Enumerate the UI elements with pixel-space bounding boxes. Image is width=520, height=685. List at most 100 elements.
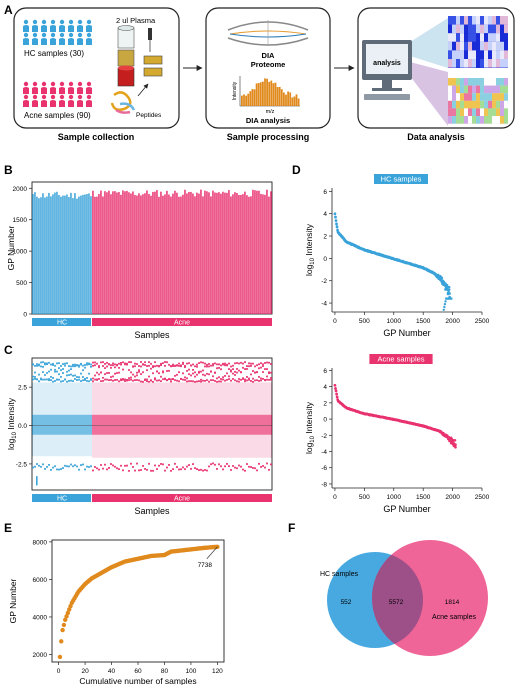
outlier [134,379,136,381]
heatmap-cell [452,100,456,109]
box [204,414,206,435]
outlier [134,365,136,368]
outlier [246,365,248,367]
box [88,414,90,435]
heatmap-cell [488,93,492,101]
person-icon [77,32,83,38]
heatmap-cell [480,85,484,94]
outlier [176,466,178,468]
outlier [204,365,206,368]
outlier [208,380,210,383]
outlier [66,362,68,365]
spectrum-bar [270,80,273,106]
heatmap-cell [480,116,484,124]
person-icon [68,100,74,107]
group-bar-acne [92,494,272,502]
outlier [138,370,140,373]
outlier [160,375,162,378]
outlier [250,365,252,367]
outlier [168,363,170,366]
person-icon [77,38,83,45]
outlier [72,374,74,377]
person-icon [41,81,47,87]
heatmap-cell [492,33,496,42]
outlier [170,378,172,381]
outlier [248,365,250,368]
bar [82,194,84,314]
outlier [220,380,222,383]
outlier [60,375,62,378]
heatmap-cell [464,33,468,42]
outlier [102,380,104,382]
outlier [212,364,214,367]
box [92,414,94,435]
outlier [36,463,38,465]
outlier [260,466,262,468]
heatmap-cell [496,33,500,42]
outlier [258,363,260,366]
title-badge [369,354,433,364]
heatmap-cell [488,16,492,25]
outlier [172,365,174,367]
box [216,414,218,435]
box [58,414,60,435]
box [232,414,234,435]
outlier [66,374,68,377]
outlier [58,378,60,381]
outlier [140,365,142,368]
heatmap-cell [460,78,464,86]
outlier [134,469,136,472]
box [192,414,194,435]
outlier [138,369,140,372]
outlier [118,371,120,374]
bar [66,194,68,314]
bar [146,190,148,314]
outlier [206,363,208,366]
bar [210,196,212,314]
heatmap-cell [496,93,500,101]
outlier [238,362,240,365]
bar [202,196,204,314]
outlier [208,373,210,376]
box [98,414,100,435]
outlier [62,372,64,374]
bar [248,196,250,314]
outlier [234,379,236,382]
outlier [156,364,158,367]
outlier [194,371,196,374]
heatmap-cell [448,41,452,51]
box [120,414,122,435]
box [184,414,186,435]
y-tick-label: 2.5 [18,385,27,392]
outlier [154,464,156,467]
spectrum-bar [276,87,279,106]
outlier [198,469,200,472]
outlier [148,462,150,465]
heatmap-cell [476,78,480,86]
box [210,414,212,435]
box [240,414,242,435]
person-icon [32,19,38,25]
outlier [50,379,52,382]
data-point [335,395,339,399]
bar [218,192,220,314]
outlier [264,466,266,469]
box [158,414,160,435]
outlier [120,379,122,382]
heatmap-cell [496,16,500,25]
box [146,414,148,435]
outlier [184,364,186,367]
heatmap-cell [504,108,508,116]
outlier [146,380,148,383]
y-axis-label: GP Number [6,225,16,270]
box [208,414,210,435]
box [256,414,258,435]
heatmap-cell [484,85,488,94]
spectrum-bar [245,95,247,106]
bar [124,191,126,314]
outlier [90,465,92,468]
bar [270,191,272,314]
outlier [214,362,216,365]
outlier [192,363,194,366]
outlier [222,376,224,379]
